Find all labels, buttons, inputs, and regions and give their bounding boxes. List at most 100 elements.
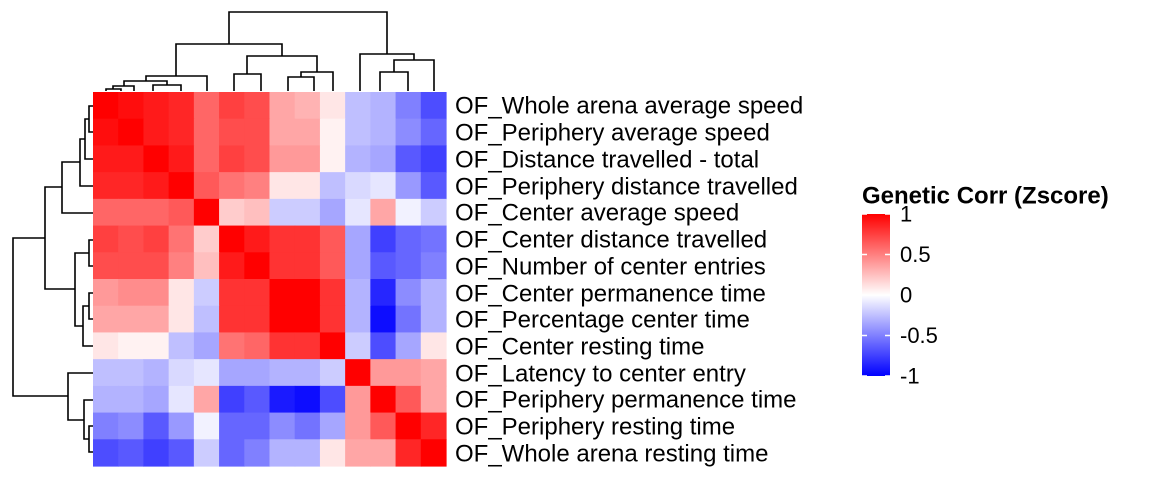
heatmap-cell (370, 439, 397, 467)
heatmap-cell (294, 359, 321, 387)
column-dendrogram (105, 11, 435, 91)
heatmap-cell (193, 332, 220, 360)
heatmap-cell (370, 145, 397, 173)
heatmap-cell (168, 385, 195, 414)
heatmap-cell (168, 198, 195, 227)
heatmap-cell (118, 225, 145, 253)
heatmap-cell (370, 172, 397, 200)
heatmap-cell (118, 145, 145, 173)
heatmap-cell (269, 198, 296, 227)
heatmap-cell (294, 332, 321, 360)
heatmap-cell (420, 279, 447, 307)
heatmap-cell (93, 92, 119, 120)
row-label: OF_Periphery resting time (455, 414, 735, 441)
heatmap-cell (118, 198, 145, 227)
heatmap-cell (319, 92, 346, 120)
heatmap-cell (193, 359, 220, 387)
heatmap-cell (93, 385, 119, 414)
heatmap-cell (193, 92, 220, 120)
heatmap-cell (244, 145, 271, 173)
heatmap-cell (420, 439, 447, 467)
heatmap-cell (294, 225, 321, 253)
heatmap-cell (345, 439, 371, 467)
heatmap-cell (370, 118, 397, 147)
heatmap-cell (168, 412, 195, 440)
heatmap-cell (193, 385, 220, 414)
heatmap-cell (269, 305, 296, 334)
heatmap-cell (269, 412, 296, 440)
heatmap-cell (345, 305, 371, 334)
heatmap-cell (420, 198, 447, 227)
heatmap-cell (193, 305, 220, 334)
heatmap-cell (118, 172, 145, 200)
heatmap-cell (219, 279, 245, 307)
heatmap-cell (219, 172, 245, 200)
row-label: OF_Latency to center entry (455, 361, 746, 388)
heatmap-cell (118, 332, 145, 360)
heatmap-cells (93, 92, 447, 467)
heatmap-cell (244, 118, 271, 147)
row-label: OF_Number of center entries (455, 254, 766, 281)
heatmap-cell (168, 252, 195, 280)
heatmap-cell (294, 412, 321, 440)
heatmap-cell (143, 412, 170, 440)
heatmap-cell (118, 359, 145, 387)
heatmap-cell (395, 279, 422, 307)
heatmap-cell (269, 279, 296, 307)
heatmap-cell (395, 225, 422, 253)
heatmap-cell (269, 145, 296, 173)
heatmap-cell (168, 225, 195, 253)
row-label: OF_Distance travelled - total (455, 147, 759, 174)
heatmap-cell (143, 332, 170, 360)
heatmap-cell (319, 439, 346, 467)
heatmap-cell (370, 305, 397, 334)
heatmap-cell (143, 225, 170, 253)
heatmap-cell (420, 332, 447, 360)
row-label: OF_Whole arena resting time (455, 441, 768, 468)
heatmap-cell (118, 385, 145, 414)
heatmap-cell (143, 118, 170, 147)
heatmap-cell (118, 92, 145, 120)
row-label: OF_Periphery distance travelled (455, 174, 798, 201)
heatmap-cell (118, 252, 145, 280)
heatmap-cell (143, 172, 170, 200)
heatmap-cell (193, 279, 220, 307)
heatmap-cell (294, 385, 321, 414)
heatmap-cell (345, 145, 371, 173)
heatmap-cell (244, 359, 271, 387)
heatmap-cell (93, 305, 119, 334)
heatmap-cell (420, 252, 447, 280)
heatmap-cell (168, 92, 195, 120)
heatmap-cell (93, 225, 119, 253)
heatmap-cell (93, 412, 119, 440)
heatmap-cell (319, 385, 346, 414)
heatmap-cell (269, 252, 296, 280)
heatmap-cell (193, 145, 220, 173)
heatmap-cell (168, 305, 195, 334)
heatmap-cell (118, 305, 145, 334)
heatmap-cell (345, 198, 371, 227)
heatmap-cell (168, 118, 195, 147)
heatmap-cell (168, 359, 195, 387)
heatmap-cell (93, 332, 119, 360)
heatmap-cell (219, 439, 245, 467)
row-label: OF_Center permanence time (455, 281, 766, 308)
heatmap-cell (319, 198, 346, 227)
heatmap-cell (244, 439, 271, 467)
heatmap-cell (345, 172, 371, 200)
heatmap-cell (420, 225, 447, 253)
heatmap-cell (143, 252, 170, 280)
heatmap-cell (219, 92, 245, 120)
heatmap-cell (370, 385, 397, 414)
heatmap-cell (219, 385, 245, 414)
heatmap-cell (420, 118, 447, 147)
heatmap-cell (294, 118, 321, 147)
heatmap-cell (219, 332, 245, 360)
heatmap-cell (118, 118, 145, 147)
heatmap-cell (219, 198, 245, 227)
heatmap-cell (345, 279, 371, 307)
heatmap-cell (193, 198, 220, 227)
heatmap-cell (219, 359, 245, 387)
heatmap-cell (219, 252, 245, 280)
